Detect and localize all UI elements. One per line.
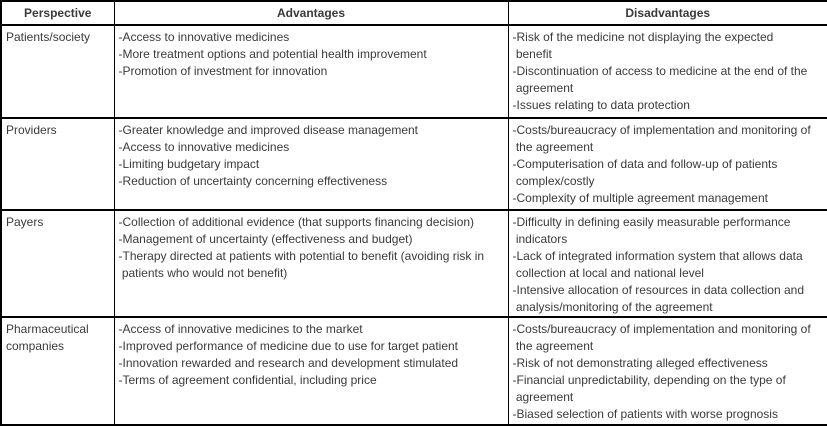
advantages-cell: -Access to innovative medicines -More tre… bbox=[113, 24, 509, 119]
text-line: analysis/monitoring of the agreement bbox=[512, 300, 713, 314]
text-line: -Greater knowledge and improved disease … bbox=[118, 123, 419, 137]
table-header: Perspective Advantages Disadvantages bbox=[0, 0, 827, 26]
table-body: Patients/society -Access to innovative m… bbox=[0, 24, 827, 426]
text-line: -Improved performance of medicine due to… bbox=[118, 339, 459, 353]
text-line: -Costs/bureaucracy of implementation and… bbox=[512, 322, 811, 336]
text-line: -Computerisation of data and follow-up o… bbox=[512, 157, 778, 171]
perspective-cell: Providers bbox=[0, 117, 115, 211]
table-row-pharmaceutical-companies: Pharmaceutical companies -Access of innov… bbox=[0, 316, 827, 426]
header-row: Perspective Advantages Disadvantages bbox=[0, 0, 827, 26]
text-line: -Limiting budgetary impact bbox=[118, 157, 260, 171]
table-row-patients-society: Patients/society -Access to innovative m… bbox=[0, 24, 827, 119]
text-line: -Difficulty in defining easily measurabl… bbox=[512, 215, 791, 229]
perspective-cell: Payers bbox=[0, 209, 115, 318]
advantages-cell: -Greater knowledge and improved disease … bbox=[113, 117, 509, 211]
text-line: -Innovation rewarded and research and de… bbox=[118, 356, 459, 370]
text-line: -Access to innovative medicines bbox=[118, 140, 290, 154]
text-line: Patients/society bbox=[6, 30, 91, 44]
text-line: -Risk of the medicine not displaying the… bbox=[512, 30, 774, 44]
advantages-cell: -Collection of additional evidence (that… bbox=[113, 209, 509, 318]
disadvantages-cell: -Risk of the medicine not displaying the… bbox=[507, 24, 827, 119]
text-line: -Costs/bureaucracy of implementation and… bbox=[512, 123, 811, 137]
text-line: -More treatment options and potential he… bbox=[118, 47, 427, 61]
text-line: Payers bbox=[6, 215, 44, 229]
text-line: collection at local and national level bbox=[512, 266, 704, 280]
table-row-payers: Payers -Collection of additional evidenc… bbox=[0, 209, 827, 318]
text-line: Pharmaceutical bbox=[6, 322, 89, 336]
text-line: -Risk of not demonstrating alleged effec… bbox=[512, 356, 768, 370]
text-line: indicators bbox=[512, 232, 568, 246]
text-line: -Therapy directed at patients with poten… bbox=[118, 249, 485, 263]
perspective-cell: Pharmaceutical companies bbox=[0, 316, 115, 426]
column-header-advantages: Advantages bbox=[113, 0, 509, 26]
text-line: -Biased selection of patients with worse… bbox=[512, 407, 778, 421]
text-line: the agreement bbox=[512, 339, 594, 353]
text-line: -Terms of agreement confidential, includ… bbox=[118, 373, 377, 387]
text-line: -Access to innovative medicines bbox=[118, 30, 290, 44]
table-row-providers: Providers -Greater knowledge and improve… bbox=[0, 117, 827, 211]
column-header-perspective: Perspective bbox=[0, 0, 115, 26]
column-header-disadvantages: Disadvantages bbox=[507, 0, 827, 26]
text-line: -Discontinuation of access to medicine a… bbox=[512, 64, 808, 78]
text-line: -Collection of additional evidence (that… bbox=[118, 215, 475, 229]
text-line: -Access of innovative medicines to the m… bbox=[118, 322, 363, 336]
disadvantages-cell: -Costs/bureaucracy of implementation and… bbox=[507, 316, 827, 426]
text-line: benefit bbox=[512, 47, 552, 61]
text-line: patients who would not benefit) bbox=[118, 266, 288, 280]
text-line: Providers bbox=[6, 123, 57, 137]
text-line: -Lack of integrated information system t… bbox=[512, 249, 803, 263]
disadvantages-cell: -Difficulty in defining easily measurabl… bbox=[507, 209, 827, 318]
text-line: agreement bbox=[512, 81, 574, 95]
text-line: the agreement bbox=[512, 140, 594, 154]
text-line: -Complexity of multiple agreement manage… bbox=[512, 191, 768, 205]
text-line: -Management of uncertainty (effectivenes… bbox=[118, 232, 413, 246]
text-line: complex/costly bbox=[512, 174, 595, 188]
text-line: -Promotion of investment for innovation bbox=[118, 64, 328, 78]
perspective-cell: Patients/society bbox=[0, 24, 115, 119]
text-line: agreement bbox=[512, 390, 574, 404]
text-line: -Reduction of uncertainty concerning eff… bbox=[118, 174, 388, 188]
text-line: -Intensive allocation of resources in da… bbox=[512, 283, 805, 297]
text-line: -Financial unpredictability, depending o… bbox=[512, 373, 786, 387]
advantages-cell: -Access of innovative medicines to the m… bbox=[113, 316, 509, 426]
text-line: companies bbox=[6, 339, 65, 353]
disadvantages-cell: -Costs/bureaucracy of implementation and… bbox=[507, 117, 827, 211]
text-line: -Issues relating to data protection bbox=[512, 98, 690, 112]
